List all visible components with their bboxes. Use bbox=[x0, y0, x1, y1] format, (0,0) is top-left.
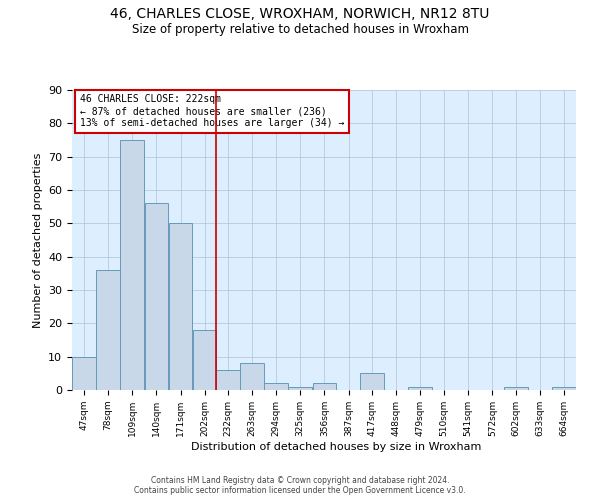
Text: Size of property relative to detached houses in Wroxham: Size of property relative to detached ho… bbox=[131, 22, 469, 36]
Bar bbox=[313, 384, 336, 390]
Bar bbox=[552, 386, 576, 390]
Text: Contains HM Land Registry data © Crown copyright and database right 2024.
Contai: Contains HM Land Registry data © Crown c… bbox=[134, 476, 466, 495]
Bar bbox=[408, 386, 432, 390]
Bar bbox=[97, 270, 120, 390]
Bar bbox=[145, 204, 168, 390]
Bar bbox=[121, 140, 144, 390]
Bar bbox=[193, 330, 217, 390]
Bar bbox=[504, 386, 527, 390]
Y-axis label: Number of detached properties: Number of detached properties bbox=[32, 152, 43, 328]
Bar bbox=[169, 224, 193, 390]
Bar bbox=[360, 374, 383, 390]
Bar bbox=[72, 356, 96, 390]
Text: 46, CHARLES CLOSE, WROXHAM, NORWICH, NR12 8TU: 46, CHARLES CLOSE, WROXHAM, NORWICH, NR1… bbox=[110, 8, 490, 22]
Bar bbox=[289, 386, 312, 390]
Text: 46 CHARLES CLOSE: 222sqm
← 87% of detached houses are smaller (236)
13% of semi-: 46 CHARLES CLOSE: 222sqm ← 87% of detach… bbox=[80, 94, 344, 128]
Text: Distribution of detached houses by size in Wroxham: Distribution of detached houses by size … bbox=[191, 442, 481, 452]
Bar bbox=[265, 384, 288, 390]
Bar bbox=[240, 364, 264, 390]
Bar bbox=[216, 370, 240, 390]
